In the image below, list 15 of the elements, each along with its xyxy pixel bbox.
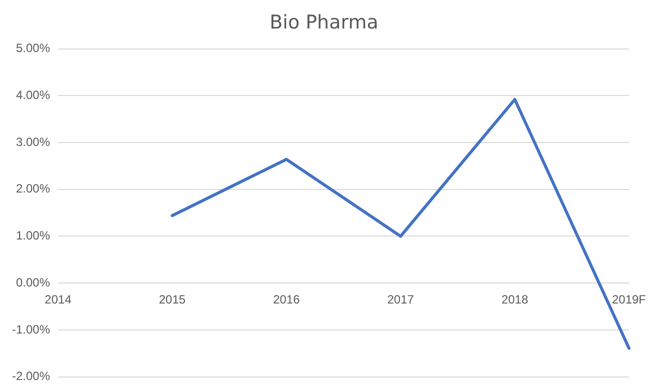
x-tick-label: 2017 <box>387 292 414 307</box>
x-tick-label: 2018 <box>501 292 528 307</box>
y-tick-label: 3.00% <box>16 134 50 149</box>
x-tick-label: 2016 <box>273 292 300 307</box>
y-tick-label: 4.00% <box>16 88 50 102</box>
y-tick-label: 5.00% <box>16 41 50 56</box>
y-tick-label: 1.00% <box>16 228 50 243</box>
y-tick-label: -2.00% <box>12 369 50 384</box>
x-tick-label: 2014 <box>44 292 72 307</box>
x-tick-label: 2019F <box>612 292 646 307</box>
y-tick-label: -1.00% <box>12 322 50 336</box>
chart-title: Bio Pharma <box>270 11 378 34</box>
x-tick-label: 2015 <box>158 292 186 307</box>
y-tick-label: 2.00% <box>16 182 50 196</box>
y-tick-label: 0.00% <box>16 275 50 290</box>
